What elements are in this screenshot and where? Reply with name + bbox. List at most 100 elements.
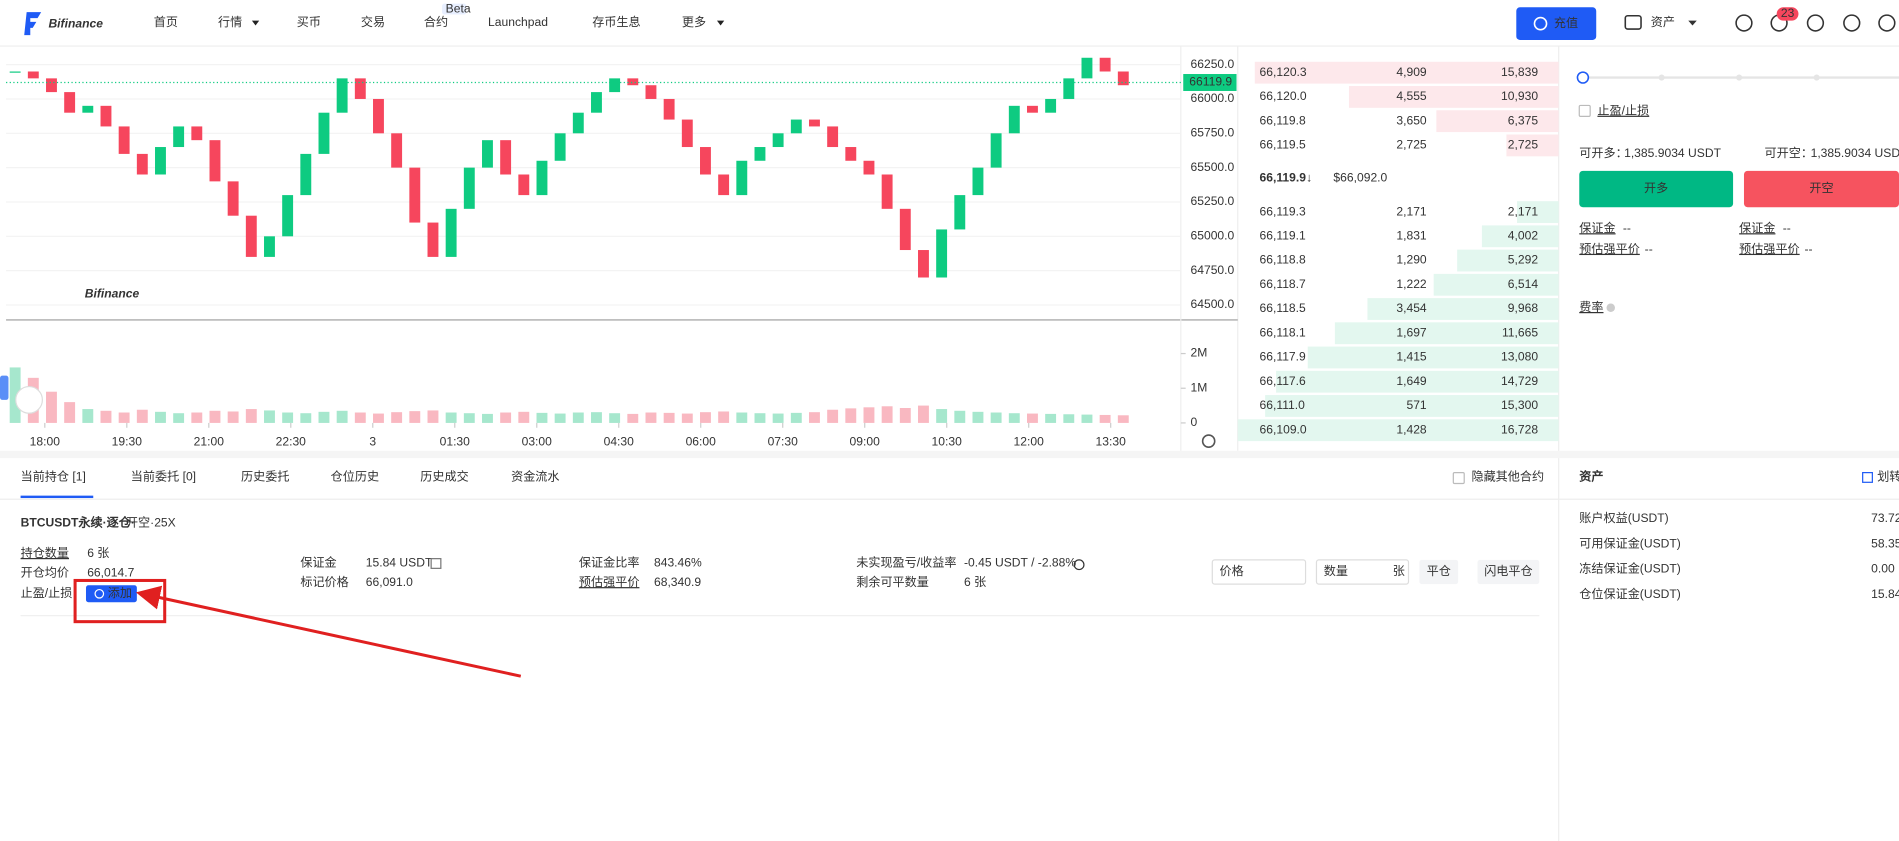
volume-bar [409,411,421,423]
watermark: Bifinance [85,287,140,301]
candle-body [554,133,566,161]
candle-body [918,250,929,278]
x-tick-label: 19:30 [112,435,143,449]
checkbox[interactable] [1452,472,1465,485]
volume-bar [1081,414,1093,423]
candle-body [209,140,221,182]
tab[interactable]: 当前持仓 [1] [21,469,86,484]
tab[interactable]: 历史成交 [420,469,468,484]
nav-icon[interactable] [1843,14,1861,32]
book-total: 6,375 [1508,113,1539,127]
volume-bar [9,367,21,423]
book-price: 66,119.1 [1260,229,1306,243]
tab[interactable]: 当前委托 [0] [131,469,196,484]
short-button[interactable] [1743,170,1899,208]
assets-title: 资产 [1579,469,1603,484]
depth-bar [1457,249,1559,272]
asset-value: 73.72 [1871,511,1899,525]
depth-bar [1481,225,1559,248]
share-icon[interactable] [1073,559,1085,571]
tab[interactable]: 历史委托 [241,470,289,484]
asset-label: 可用保证金(USDT) [1579,535,1681,550]
transfer-icon[interactable] [1862,472,1873,483]
last-price-label: 66119.9 [1189,75,1232,89]
field-value: 66,014.7 [87,565,134,579]
volume-bar [736,412,748,423]
beta-label: Beta [446,1,471,15]
sidebar-toggle[interactable] [0,375,9,400]
assets-menu[interactable]: 资产 [1651,15,1675,29]
price-input[interactable] [1211,559,1307,585]
volume-bar [609,413,621,423]
asset-value: 58.35 [1871,536,1899,550]
deposit-button[interactable] [1516,7,1597,40]
long-button[interactable] [1579,170,1734,208]
logo-icon[interactable] [24,12,42,36]
tab[interactable]: 仓位历史 [331,469,379,484]
short-label[interactable]: 开空 [1809,181,1833,195]
field-label: 可开多： [1579,146,1627,160]
nav-item[interactable]: Launchpad [488,15,548,29]
candle-body [1081,57,1093,79]
book-total: 16,728 [1501,422,1538,436]
book-total: 9,968 [1508,301,1539,315]
transfer-link[interactable]: 划转 [1877,469,1899,484]
long-label[interactable]: 开多 [1644,181,1668,195]
depth-bar [1348,86,1559,108]
nav-item[interactable]: 买币 [297,15,321,29]
close-button[interactable] [1419,559,1459,585]
nav-icon[interactable] [1735,14,1753,32]
candle-body [336,78,348,113]
field-value: -- [1805,242,1813,256]
logo-text[interactable]: Bifinance [48,16,103,30]
field-value: 66,091.0 [366,575,413,589]
nav-item[interactable]: 交易 [361,14,385,29]
book-qty: 1,831 [1396,229,1427,243]
volume-bar [209,410,221,423]
field-value: 843.46% [654,556,702,570]
candle-body [1063,78,1075,99]
position-symbol: BTCUSDT永续·逐仓· [21,515,135,530]
book-total: 13,080 [1501,350,1538,364]
volume-bar [827,409,839,423]
candle-body [827,126,839,148]
nav-icon[interactable] [1806,14,1825,32]
edit-icon[interactable] [430,558,442,569]
nav-item[interactable]: 更多 [682,15,706,29]
field-value: -0.45 USDT / -2.88% [964,556,1076,570]
deposit-label[interactable]: 充值 [1554,15,1578,30]
dropdown-caret [251,20,260,26]
hide-other-label: 隐藏其他合约 [1471,469,1544,484]
depth-bar [1334,322,1559,345]
checkbox[interactable] [1578,104,1591,117]
field-label: 止盈/止损 [21,586,73,600]
flash-close-button[interactable] [1477,559,1540,585]
field-label: 开仓均价 [21,565,69,579]
volume-bar [990,412,1002,423]
nav-icon[interactable] [1878,14,1896,32]
tpsl-toggle[interactable]: 止盈/止损 [1597,104,1649,118]
slider-handle[interactable] [1576,71,1590,84]
nav-item[interactable]: 存币生息 [592,14,640,29]
depth-bar [1367,298,1559,320]
nav-item[interactable]: 首页 [154,15,178,29]
volume-bar [881,406,893,423]
close-label[interactable]: 平仓 [1427,564,1451,578]
nav-item[interactable]: 行情 [218,15,242,29]
candle-body [409,167,421,223]
chart-settings[interactable] [1201,434,1216,448]
depth-bar [1436,110,1559,133]
qty-input[interactable] [1315,559,1410,585]
add-label[interactable]: 添加 [108,586,132,600]
candle-body [173,126,185,148]
asset-label: 账户权益(USDT) [1579,510,1668,525]
x-tick-label: 06:00 [686,435,717,449]
tab[interactable]: 资金流水 [511,469,559,484]
candle-body [1099,57,1111,72]
placeholder: 价格 [1220,563,1244,578]
y-tick-label: 66250.0 [1191,57,1235,71]
annotation-arrow [135,585,522,678]
flash-close-label[interactable]: 闪电平仓 [1484,564,1532,578]
nav-item[interactable]: 合约 [424,14,448,29]
